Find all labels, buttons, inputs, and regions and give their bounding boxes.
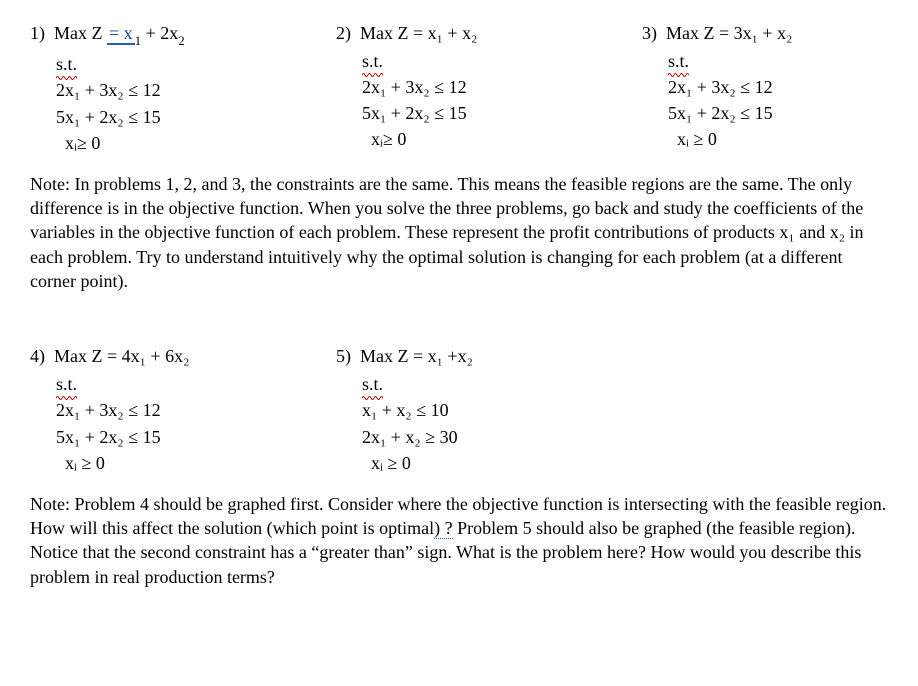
constraints-4: 2x₁ + 3x₂ ≤ 12 5x₁ + 2x₂ ≤ 15 xᵢ ≥ 0 [56, 397, 276, 475]
squiggle-underline-icon [56, 75, 77, 80]
squiggle-underline-icon [362, 72, 383, 77]
subject-to-2: s.t. [362, 48, 383, 74]
constraint: x₁ + x₂ ≤ 10 [362, 397, 582, 423]
subject-to-4: s.t. [56, 371, 77, 397]
obj-eq-underlined: = x [107, 23, 135, 45]
constraint: xᵢ ≥ 0 [668, 126, 888, 152]
note2-question-mark-underlined: ) ? [434, 518, 452, 539]
squiggle-underline-icon [362, 395, 383, 400]
problem-2: 2) Max Z = x₁ + x₂ s.t. 2x₁ + 3x₂ ≤ 12 5… [336, 20, 582, 156]
objective-2: 2) Max Z = x₁ + x₂ [336, 20, 582, 46]
squiggle-underline-icon [56, 395, 77, 400]
note-2: Note: Problem 4 should be graphed first.… [30, 492, 888, 589]
problem-5: 5) Max Z = x₁ +x₂ s.t. x₁ + x₂ ≤ 10 2x₁ … [336, 343, 582, 475]
obj-prefix: Max Z [54, 23, 107, 43]
constraint: 5x₁ + 2x₂ ≤ 15 [56, 104, 276, 130]
constraint: 5x₁ + 2x₂ ≤ 15 [56, 424, 276, 450]
constraint: 5x₁ + 2x₂ ≤ 15 [668, 100, 888, 126]
problem-4: 4) Max Z = 4x₁ + 6x₂ s.t. 2x₁ + 3x₂ ≤ 12… [30, 343, 276, 475]
note-1: Note: In problems 1, 2, and 3, the const… [30, 172, 888, 293]
sub-2: 2 [178, 33, 184, 48]
sub-1: 1 [135, 33, 141, 48]
constraint: 2x₁ + 3x₂ ≤ 12 [56, 397, 276, 423]
obj-text: Max Z = x₁ +x₂ [360, 346, 473, 366]
constraint: 5x₁ + 2x₂ ≤ 15 [362, 100, 582, 126]
problem-number: 2) [336, 23, 351, 43]
obj-text: Max Z = x₁ + x₂ [360, 23, 477, 43]
problem-number: 1) [30, 23, 45, 43]
problem-row-2: 4) Max Z = 4x₁ + 6x₂ s.t. 2x₁ + 3x₂ ≤ 12… [30, 343, 888, 475]
obj-text: Max Z = 4x₁ + 6x₂ [54, 346, 189, 366]
constraint: 2x₁ + 3x₂ ≤ 12 [56, 77, 276, 103]
constraints-1: 2x₁ + 3x₂ ≤ 12 5x₁ + 2x₂ ≤ 15 xᵢ≥ 0 [56, 77, 276, 155]
objective-1: 1) Max Z = x1 + 2x2 [30, 20, 276, 49]
constraints-3: 2x₁ + 3x₂ ≤ 12 5x₁ + 2x₂ ≤ 15 xᵢ ≥ 0 [668, 74, 888, 152]
constraint: 2x₁ + 3x₂ ≤ 12 [362, 74, 582, 100]
constraint: xᵢ ≥ 0 [362, 450, 582, 476]
problem-row-1: 1) Max Z = x1 + 2x2 s.t. 2x₁ + 3x₂ ≤ 12 … [30, 20, 888, 156]
problem-number: 4) [30, 346, 45, 366]
constraint: xᵢ ≥ 0 [56, 450, 276, 476]
subject-to-1: s.t. [56, 51, 77, 77]
constraints-2: 2x₁ + 3x₂ ≤ 12 5x₁ + 2x₂ ≤ 15 xᵢ≥ 0 [362, 74, 582, 152]
problem-spacer [642, 343, 888, 475]
obj-x1-underlined: x [124, 23, 133, 45]
objective-4: 4) Max Z = 4x₁ + 6x₂ [30, 343, 276, 369]
problem-1: 1) Max Z = x1 + 2x2 s.t. 2x₁ + 3x₂ ≤ 12 … [30, 20, 276, 156]
squiggle-underline-icon [668, 72, 689, 77]
problem-number: 3) [642, 23, 657, 43]
subject-to-3: s.t. [668, 48, 689, 74]
constraint: xᵢ≥ 0 [362, 126, 582, 152]
subject-to-5: s.t. [362, 371, 383, 397]
constraint: xᵢ≥ 0 [56, 130, 276, 156]
obj-rest: + 2x [141, 23, 178, 43]
constraints-5: x₁ + x₂ ≤ 10 2x₁ + x₂ ≥ 30 xᵢ ≥ 0 [362, 397, 582, 475]
constraint: 2x₁ + x₂ ≥ 30 [362, 424, 582, 450]
objective-5: 5) Max Z = x₁ +x₂ [336, 343, 582, 369]
problem-number: 5) [336, 346, 351, 366]
constraint: 2x₁ + 3x₂ ≤ 12 [668, 74, 888, 100]
objective-3: 3) Max Z = 3x₁ + x₂ [642, 20, 888, 46]
problem-3: 3) Max Z = 3x₁ + x₂ s.t. 2x₁ + 3x₂ ≤ 12 … [642, 20, 888, 156]
obj-text: Max Z = 3x₁ + x₂ [666, 23, 792, 43]
